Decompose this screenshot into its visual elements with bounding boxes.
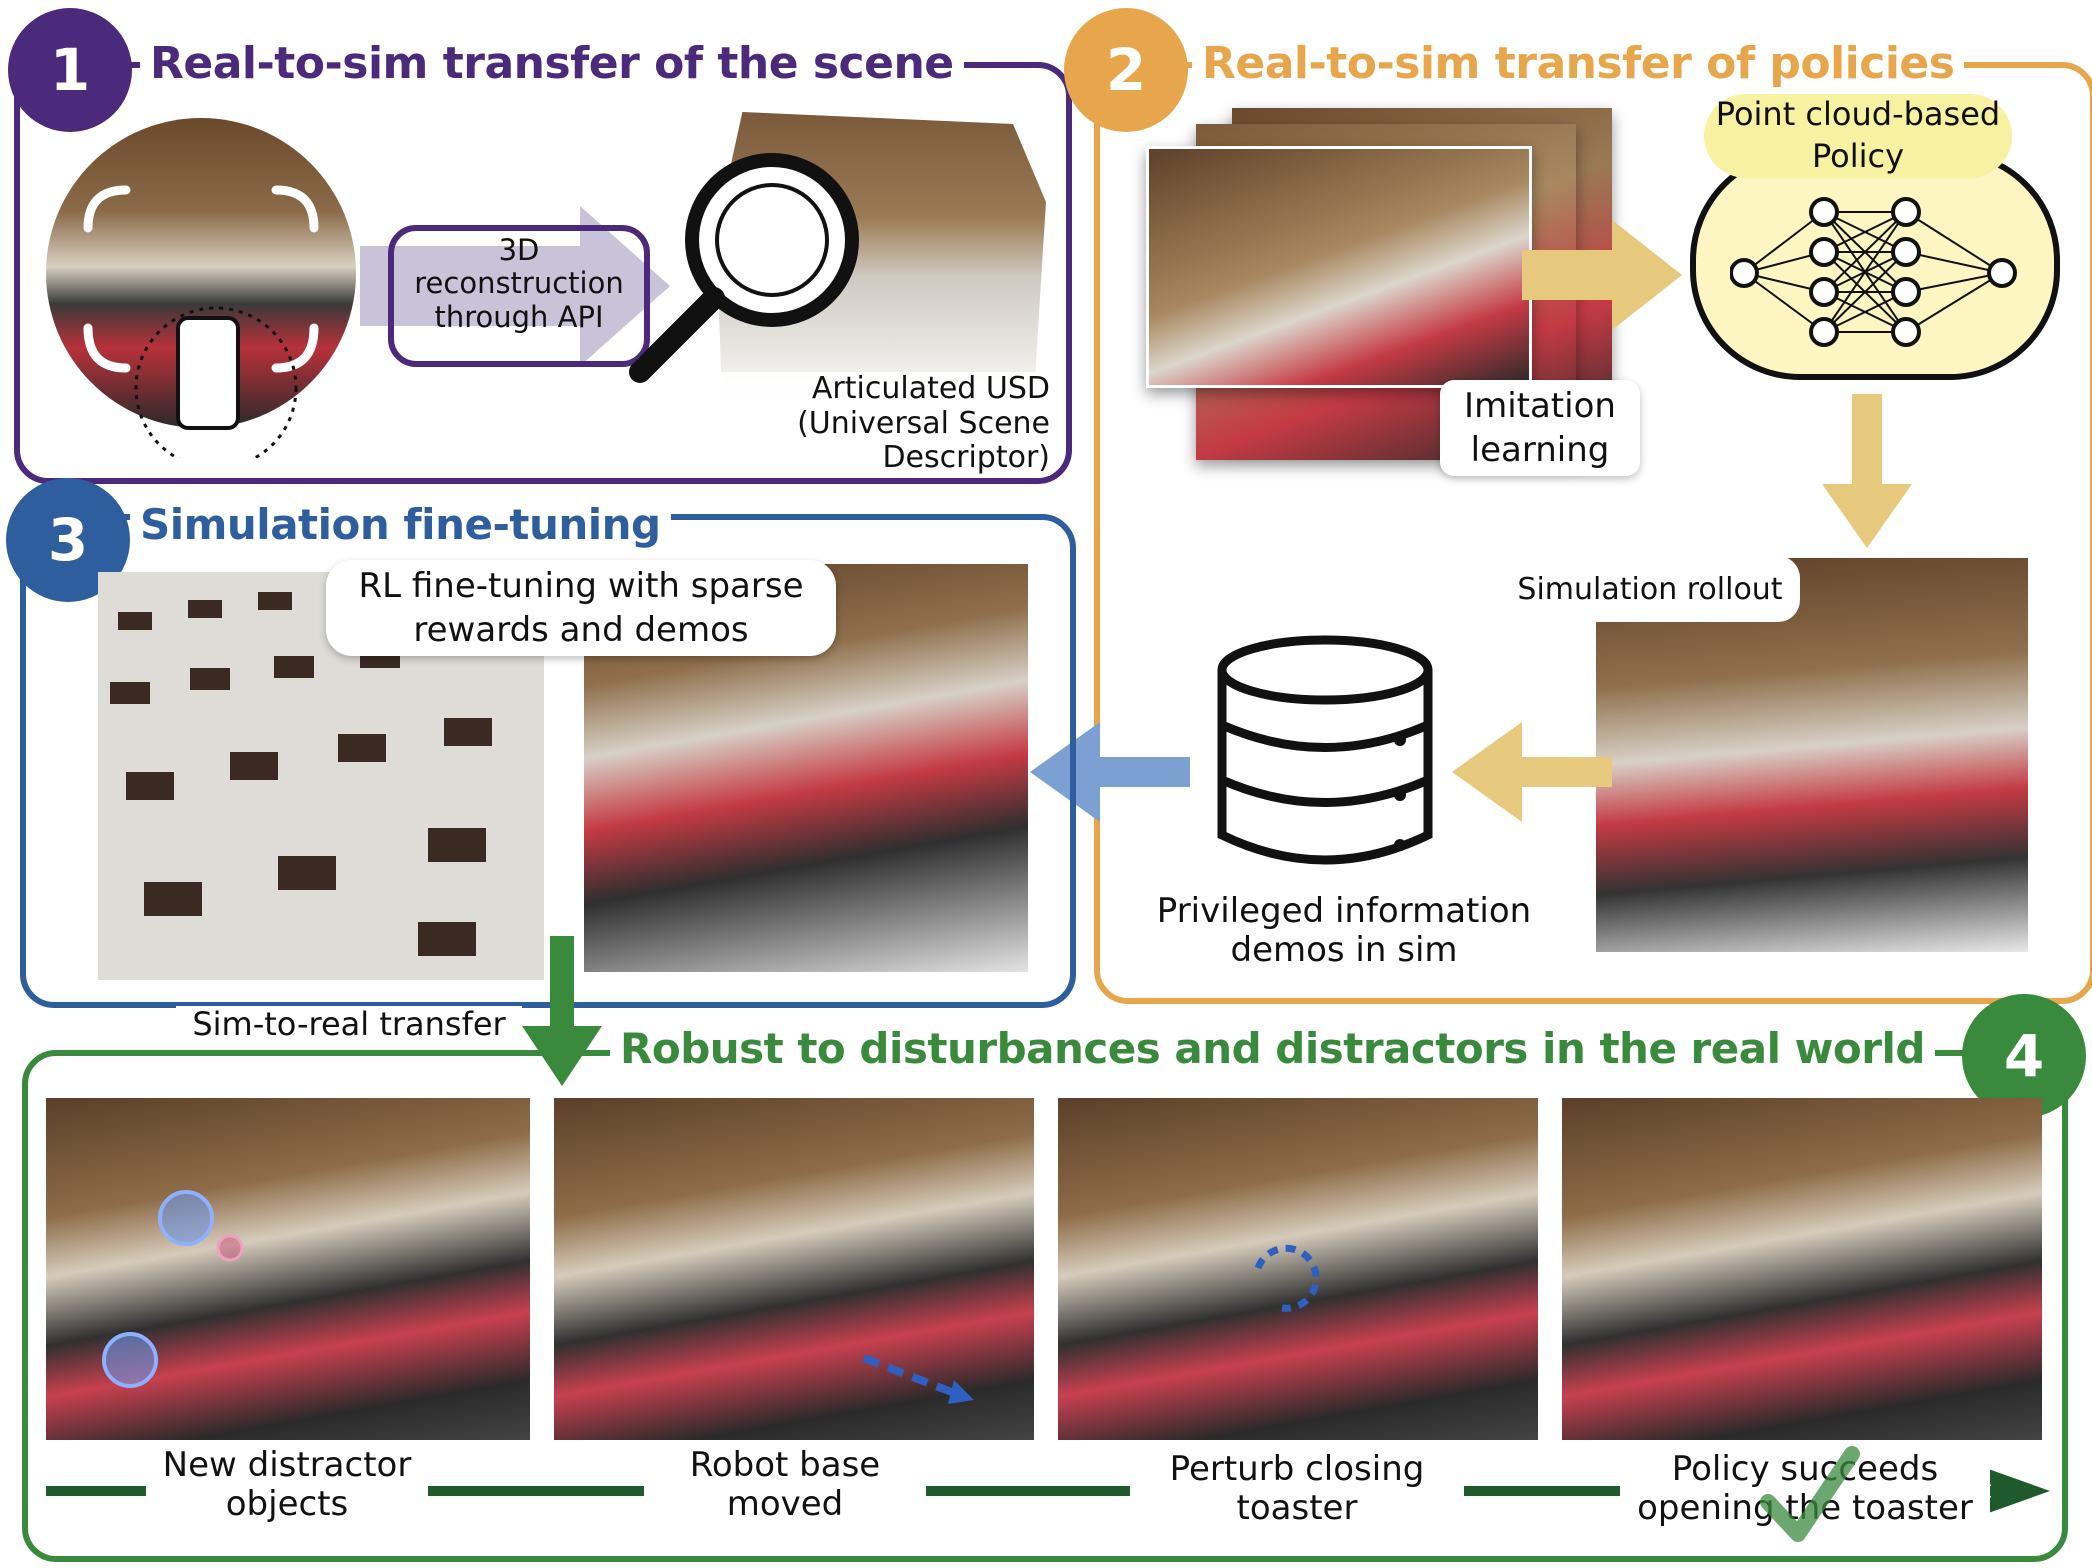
timeline-line xyxy=(46,1486,1996,1496)
section-4-title: Robust to disturbances and distractors i… xyxy=(610,1024,1935,1073)
arrow-icon xyxy=(1452,722,1612,822)
rl-finetuning-label: RL fine-tuning with sparse rewards and de… xyxy=(326,560,836,656)
arrow-icon xyxy=(522,936,602,1086)
simulation-rollout-label: Simulation rollout xyxy=(1500,556,1800,622)
imitation-label: Imitation learning xyxy=(1440,380,1640,476)
arrow-icon xyxy=(1522,220,1682,330)
perturb-arrow-icon xyxy=(1254,1244,1320,1312)
database-icon xyxy=(1217,635,1433,865)
section-2-title: Real-to-sim transfer of policies xyxy=(1192,38,1965,89)
real-photo-success xyxy=(1562,1098,2042,1440)
simulation-rollout-image xyxy=(1596,558,2028,952)
privileged-demos-label: Privileged information demos in sim xyxy=(1156,891,1532,971)
arrow-icon xyxy=(1822,394,1912,548)
reconstruction-label: 3D reconstruction through API xyxy=(414,233,624,334)
step-label-perturb: Perturb closing toaster xyxy=(1130,1449,1464,1529)
base-moved-arrow-icon xyxy=(862,1354,974,1404)
distractor-markers-icon xyxy=(102,1190,244,1388)
step-label-base-moved: Robot base moved xyxy=(644,1445,926,1525)
demo-image-front xyxy=(1146,146,1532,388)
section-2-badge: 2 xyxy=(1064,8,1188,132)
reconstruction-arrow-icon xyxy=(360,206,670,366)
phone-scan-icon xyxy=(83,185,319,458)
policy-label: Point cloud-based Policy xyxy=(1704,94,2012,178)
real-photo-perturb xyxy=(1058,1098,1538,1440)
step-label-distractors: New distractor objects xyxy=(146,1445,428,1525)
magnifier-icon xyxy=(629,153,859,383)
checkmark-icon xyxy=(1760,1446,1860,1542)
reconstruction-box xyxy=(388,225,650,367)
timeline-arrowhead-icon xyxy=(1980,1466,2050,1516)
section-3-title: Simulation fine-tuning xyxy=(130,500,671,549)
neural-network-icon xyxy=(1730,197,2017,347)
parallel-environments-icon xyxy=(110,586,492,956)
sim-to-real-label: Sim-to-real transfer xyxy=(176,1006,522,1043)
usd-label: Articulated USD (Universal Scene Descrip… xyxy=(660,371,1050,476)
section-1-badge: 1 xyxy=(8,8,132,132)
section-4-badge: 4 xyxy=(1962,994,2086,1118)
section-1-title: Real-to-sim transfer of the scene xyxy=(140,38,964,89)
